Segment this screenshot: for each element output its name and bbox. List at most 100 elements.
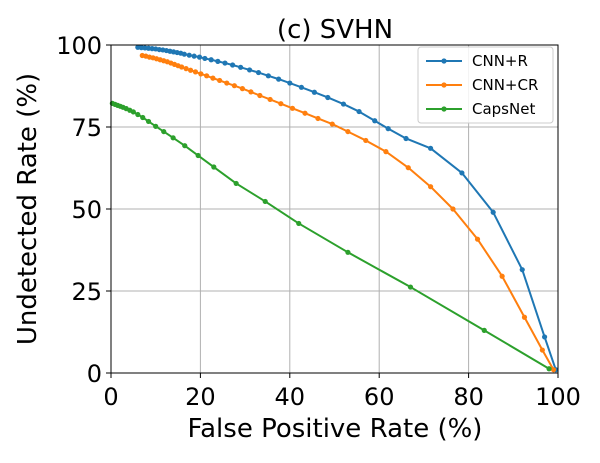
data-point bbox=[345, 249, 351, 255]
data-point bbox=[287, 80, 293, 86]
data-point bbox=[372, 118, 378, 124]
x-axis-label: False Positive Rate (%) bbox=[188, 414, 483, 444]
legend: CNN+R CNN+CR CapsNet bbox=[417, 46, 554, 124]
data-point bbox=[231, 83, 237, 89]
data-point bbox=[161, 128, 167, 135]
x-tick-label: 100 bbox=[535, 383, 581, 411]
x-tick-label: 60 bbox=[364, 383, 395, 411]
data-point bbox=[345, 128, 351, 135]
data-point bbox=[311, 89, 317, 95]
data-point bbox=[238, 64, 244, 70]
data-point bbox=[198, 71, 204, 77]
data-point bbox=[186, 52, 192, 58]
data-point bbox=[135, 111, 141, 118]
y-axis-label: Undetected Rate (%) bbox=[13, 73, 43, 345]
data-point bbox=[289, 105, 296, 111]
y-tick-label: 50 bbox=[71, 196, 102, 224]
data-point bbox=[233, 180, 239, 187]
data-point bbox=[428, 145, 434, 151]
data-point bbox=[450, 206, 456, 212]
x-tick-label: 0 bbox=[103, 383, 118, 411]
data-point bbox=[192, 69, 199, 75]
data-point bbox=[217, 77, 223, 84]
data-point bbox=[356, 108, 362, 115]
legend-marker bbox=[441, 106, 447, 112]
data-point bbox=[298, 84, 305, 90]
data-point bbox=[405, 165, 411, 171]
data-point bbox=[403, 135, 409, 142]
data-point bbox=[499, 273, 505, 279]
data-point bbox=[153, 123, 159, 129]
data-point bbox=[546, 366, 552, 372]
data-point bbox=[276, 76, 282, 82]
y-tick-label: 100 bbox=[56, 32, 102, 60]
data-point bbox=[215, 58, 221, 64]
data-point bbox=[246, 67, 253, 73]
data-point bbox=[170, 135, 176, 141]
y-tick-label: 75 bbox=[71, 114, 102, 142]
data-series bbox=[109, 44, 559, 373]
data-point bbox=[224, 80, 230, 86]
data-point bbox=[539, 347, 545, 353]
data-point bbox=[208, 57, 214, 63]
data-point bbox=[519, 267, 525, 273]
data-point bbox=[195, 152, 201, 159]
data-point bbox=[196, 54, 203, 60]
legend-label: CNN+R bbox=[472, 52, 528, 70]
data-point bbox=[257, 92, 263, 99]
data-point bbox=[428, 184, 434, 190]
x-tick-label: 40 bbox=[275, 383, 306, 411]
data-point bbox=[145, 118, 152, 125]
data-point bbox=[255, 69, 262, 76]
data-point bbox=[325, 94, 331, 101]
y-axis-ticks: 0 25 50 75 100 bbox=[56, 32, 111, 388]
data-point bbox=[211, 164, 217, 170]
x-axis-ticks: 0 20 40 60 80 100 bbox=[103, 373, 581, 411]
legend-entry: CapsNet bbox=[426, 100, 535, 118]
data-point bbox=[239, 86, 246, 92]
data-point bbox=[130, 109, 136, 115]
data-point bbox=[210, 75, 216, 81]
data-point bbox=[521, 314, 528, 320]
data-point bbox=[140, 114, 146, 121]
data-point bbox=[182, 143, 188, 149]
data-point bbox=[248, 89, 254, 95]
data-point bbox=[481, 327, 487, 333]
data-point bbox=[329, 121, 335, 127]
data-point bbox=[278, 101, 284, 107]
data-point bbox=[383, 149, 389, 155]
data-point bbox=[262, 198, 268, 205]
data-point bbox=[363, 137, 369, 144]
data-point bbox=[265, 73, 271, 79]
data-point bbox=[490, 209, 496, 215]
legend-label: CNN+CR bbox=[472, 76, 538, 94]
x-tick-label: 80 bbox=[453, 383, 484, 411]
legend-entry: CNN+R bbox=[426, 52, 528, 70]
legend-marker bbox=[441, 82, 447, 88]
x-tick-label: 20 bbox=[185, 383, 216, 411]
data-point bbox=[407, 284, 414, 290]
series-cnn-cr bbox=[139, 52, 557, 373]
data-point bbox=[296, 220, 302, 227]
data-point bbox=[340, 101, 347, 107]
chart-title: (c) SVHN bbox=[277, 15, 393, 45]
series-capsnet bbox=[109, 100, 552, 372]
data-point bbox=[222, 60, 228, 66]
data-point bbox=[474, 236, 481, 242]
data-point bbox=[302, 110, 308, 116]
data-point bbox=[459, 170, 465, 176]
data-point bbox=[191, 53, 197, 59]
data-point bbox=[541, 334, 548, 340]
data-point bbox=[385, 126, 391, 132]
data-point bbox=[183, 66, 189, 72]
y-tick-label: 25 bbox=[71, 278, 102, 306]
legend-entry: CNN+CR bbox=[426, 76, 538, 94]
legend-label: CapsNet bbox=[472, 100, 535, 118]
data-point bbox=[181, 51, 187, 57]
data-point bbox=[204, 73, 210, 79]
data-point bbox=[267, 96, 273, 103]
data-point bbox=[229, 62, 236, 68]
data-point bbox=[315, 115, 321, 122]
